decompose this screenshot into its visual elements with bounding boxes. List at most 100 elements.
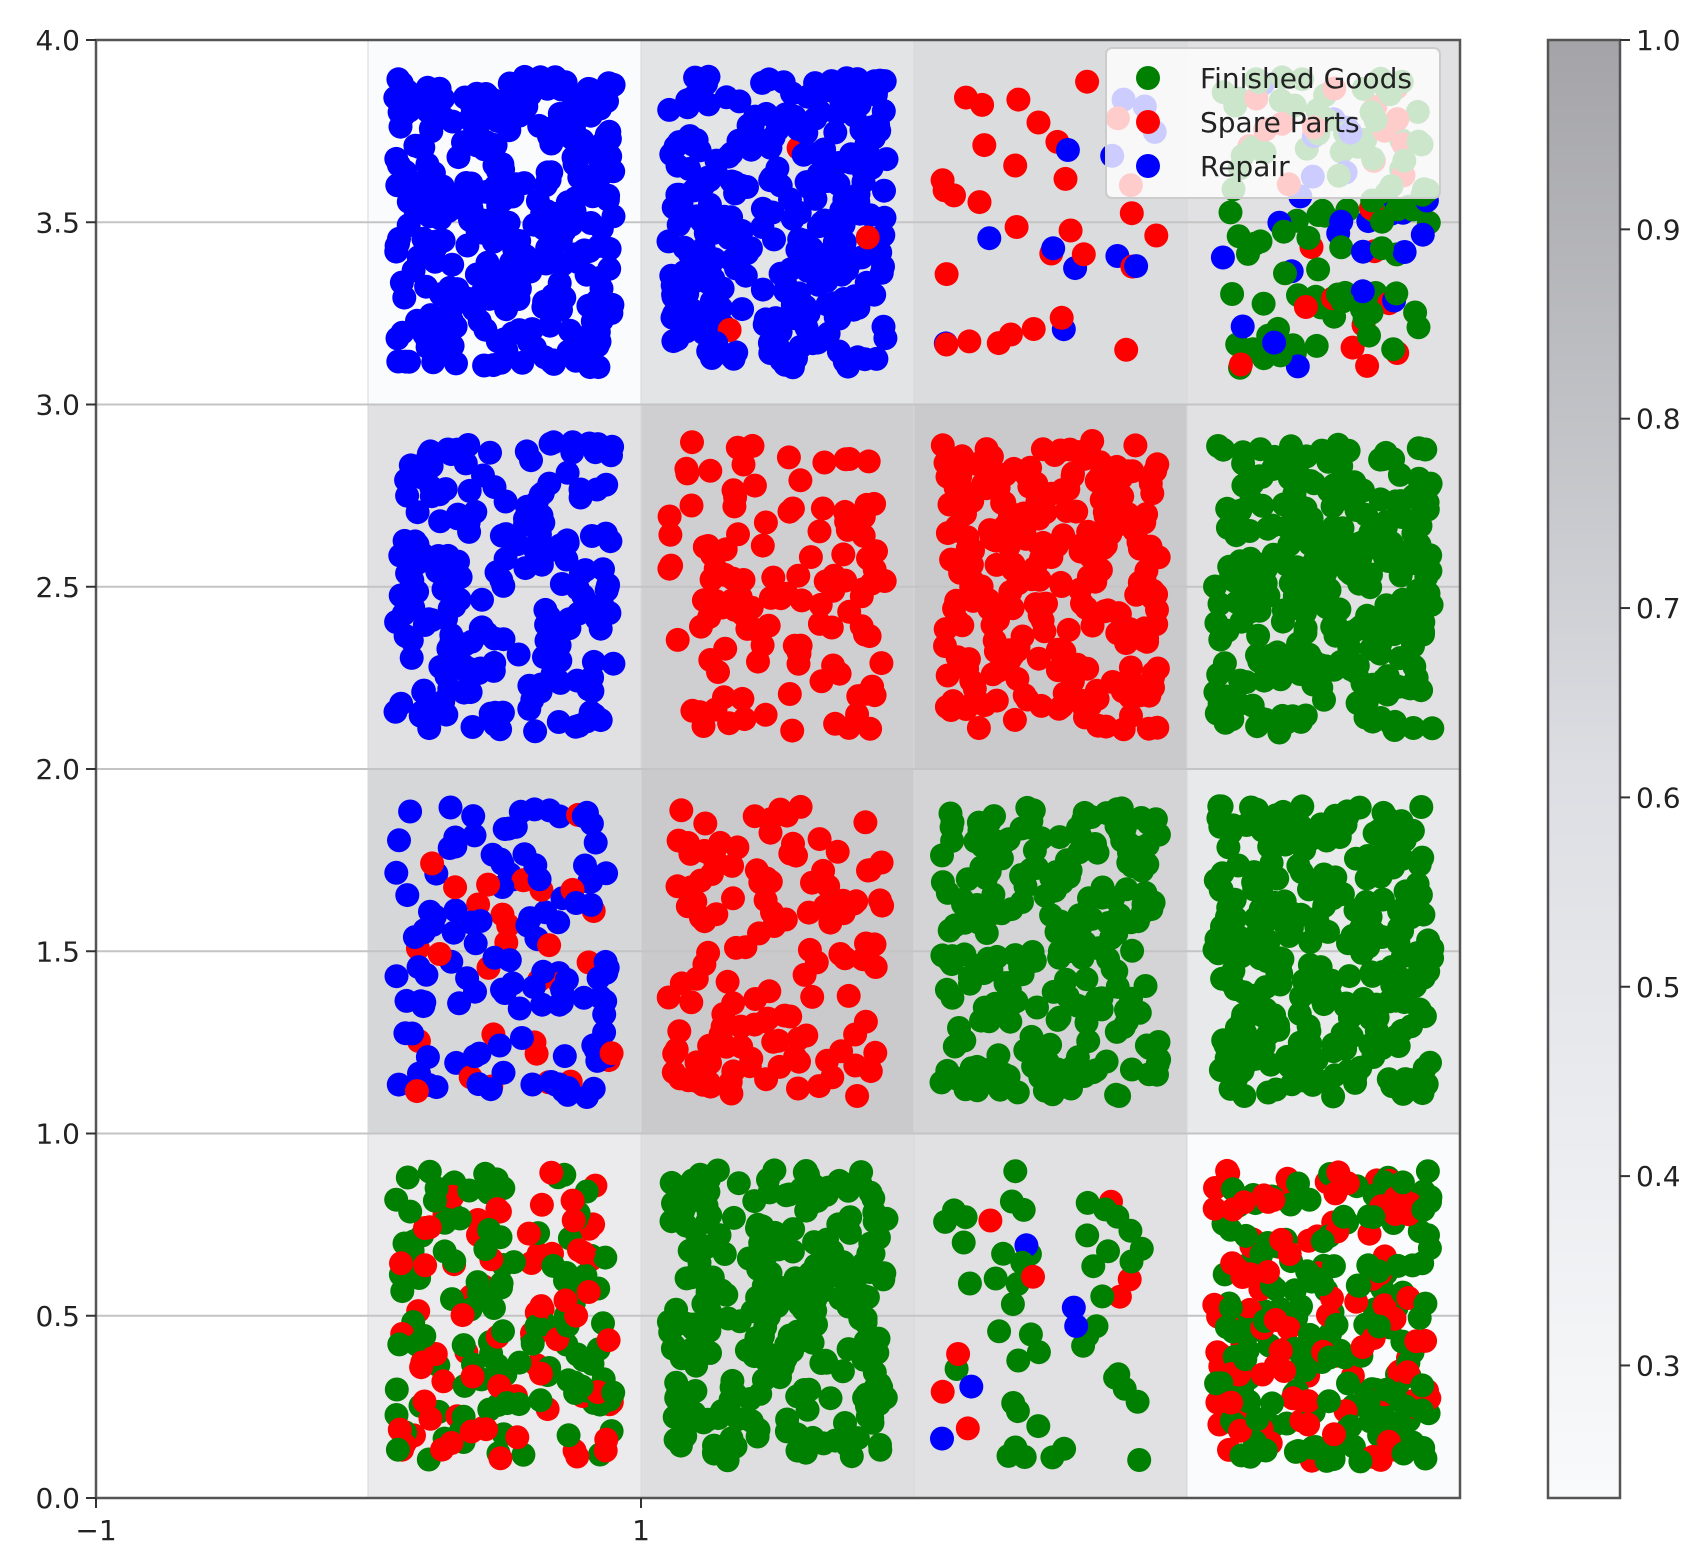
point-repair	[428, 282, 453, 307]
y-tick-label: 2.5	[35, 571, 80, 604]
point-finished-goods	[1316, 1389, 1341, 1414]
point-repair	[846, 295, 871, 320]
point-finished-goods	[1304, 333, 1329, 358]
point-finished-goods	[507, 1350, 532, 1375]
point-spare-parts	[957, 329, 982, 354]
point-spare-parts	[721, 478, 746, 503]
point-finished-goods	[996, 1443, 1021, 1468]
point-finished-goods	[723, 1434, 748, 1459]
point-repair	[468, 656, 493, 681]
point-finished-goods	[1336, 931, 1360, 956]
point-spare-parts	[718, 1070, 743, 1095]
point-repair	[530, 200, 555, 225]
point-finished-goods	[937, 918, 962, 943]
point-spare-parts	[974, 437, 999, 462]
point-finished-goods	[447, 1206, 472, 1231]
point-spare-parts	[1202, 1196, 1227, 1221]
point-spare-parts	[819, 615, 844, 640]
point-finished-goods	[858, 1231, 883, 1256]
point-repair	[433, 308, 458, 333]
legend-label: Spare Parts	[1200, 106, 1360, 139]
point-spare-parts	[742, 1012, 767, 1037]
point-finished-goods	[1079, 906, 1104, 931]
point-finished-goods	[952, 942, 977, 967]
point-spare-parts	[1145, 656, 1170, 681]
point-repair	[579, 524, 604, 548]
point-spare-parts	[853, 810, 878, 835]
point-repair	[584, 477, 609, 502]
point-finished-goods	[753, 1347, 778, 1372]
point-finished-goods	[1362, 821, 1387, 846]
point-repair	[571, 583, 596, 608]
point-finished-goods	[1286, 853, 1311, 878]
point-spare-parts	[739, 595, 764, 620]
point-finished-goods	[1266, 1017, 1291, 1042]
point-repair	[459, 629, 484, 654]
point-repair	[456, 189, 481, 214]
point-repair	[491, 187, 516, 212]
point-finished-goods	[682, 1316, 707, 1341]
point-spare-parts	[868, 888, 892, 913]
point-finished-goods	[868, 1433, 892, 1457]
point-finished-goods	[1279, 434, 1303, 459]
point-spare-parts	[800, 984, 825, 1009]
point-finished-goods	[1321, 1084, 1346, 1109]
point-finished-goods	[750, 1214, 775, 1239]
point-spare-parts	[978, 1208, 1003, 1233]
point-finished-goods	[758, 1261, 783, 1286]
point-finished-goods	[1218, 1217, 1243, 1242]
colorbar-tick-label: 0.3	[1636, 1349, 1681, 1382]
point-spare-parts	[1140, 586, 1165, 611]
point-finished-goods	[942, 1198, 966, 1223]
point-repair	[528, 679, 553, 704]
point-repair	[720, 248, 744, 273]
point-finished-goods	[1218, 1295, 1243, 1320]
point-repair	[513, 556, 538, 581]
point-repair	[750, 196, 775, 221]
point-repair	[959, 1374, 984, 1399]
point-repair	[399, 645, 424, 670]
point-finished-goods	[1293, 616, 1318, 641]
point-finished-goods	[1040, 1082, 1065, 1107]
point-finished-goods	[1327, 487, 1352, 512]
point-repair	[662, 302, 686, 327]
point-spare-parts	[596, 1328, 621, 1353]
point-spare-parts	[954, 85, 978, 110]
point-repair	[589, 216, 614, 241]
point-finished-goods	[1039, 903, 1064, 928]
point-spare-parts	[786, 1026, 811, 1051]
point-finished-goods	[1076, 1029, 1101, 1054]
point-spare-parts	[862, 491, 887, 516]
point-finished-goods	[686, 1167, 711, 1192]
point-spare-parts	[853, 1009, 878, 1034]
point-spare-parts	[410, 1350, 435, 1375]
point-repair	[470, 587, 494, 612]
legend-box	[1105, 47, 1441, 199]
point-spare-parts	[1145, 452, 1170, 477]
point-finished-goods	[1244, 871, 1269, 896]
point-finished-goods	[830, 1359, 855, 1384]
point-repair	[384, 964, 409, 989]
point-finished-goods	[714, 1282, 739, 1307]
point-spare-parts	[980, 613, 1005, 638]
point-repair	[1350, 279, 1375, 304]
point-repair	[549, 297, 573, 322]
point-repair	[1262, 330, 1287, 355]
point-spare-parts	[594, 1427, 619, 1452]
point-spare-parts	[972, 133, 997, 158]
point-finished-goods	[845, 1426, 870, 1451]
point-finished-goods	[1277, 532, 1302, 557]
point-finished-goods	[869, 1375, 894, 1400]
point-repair	[585, 140, 610, 165]
point-finished-goods	[1399, 1014, 1424, 1039]
point-repair	[1041, 236, 1066, 261]
point-finished-goods	[1348, 1055, 1373, 1080]
point-finished-goods	[1245, 1407, 1270, 1432]
point-repair	[504, 268, 529, 292]
point-repair	[559, 212, 584, 237]
point-finished-goods	[1300, 826, 1325, 851]
point-repair	[394, 468, 419, 493]
point-spare-parts	[930, 168, 955, 193]
point-spare-parts	[1118, 655, 1143, 680]
point-spare-parts	[658, 522, 683, 547]
